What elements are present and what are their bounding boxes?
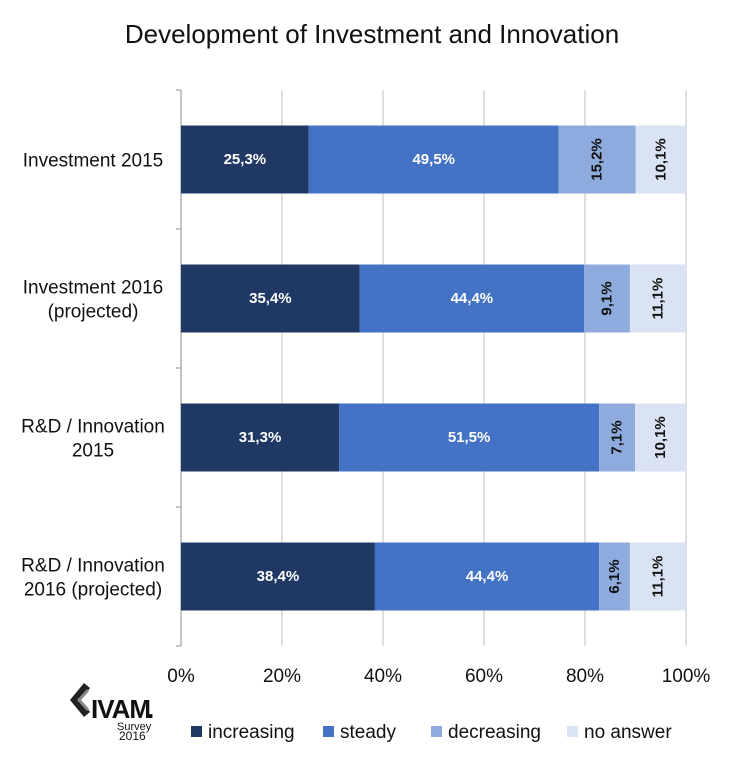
bar-segment-increasing xyxy=(181,403,340,472)
value-label: 51,5% xyxy=(448,429,491,446)
x-tick-label: 20% xyxy=(263,666,301,687)
bar-segment-decreasing xyxy=(583,264,630,333)
legend-swatch xyxy=(323,726,334,737)
bar-segment-no-answer xyxy=(629,542,686,611)
category-label: (projected) xyxy=(48,302,139,323)
category-label: 2015 xyxy=(72,441,114,462)
category-label: Investment 2015 xyxy=(23,151,163,172)
value-label: 10,1% xyxy=(652,416,669,459)
legend-swatch xyxy=(567,726,578,737)
legend-label: steady xyxy=(340,722,396,743)
value-label: 35,4% xyxy=(249,290,292,307)
logo-suffix: . xyxy=(147,694,154,724)
value-label: 10,1% xyxy=(652,138,669,181)
bar-segment-no-answer xyxy=(629,264,686,333)
bar-segment-decreasing xyxy=(599,542,630,611)
bar-segment-increasing xyxy=(181,264,360,333)
bar-segment-steady xyxy=(339,403,600,472)
x-tick-label: 100% xyxy=(662,666,711,687)
bar-segment-decreasing xyxy=(599,403,635,472)
category-label: R&D / Innovation xyxy=(21,417,165,438)
bar-segment-steady xyxy=(374,542,600,611)
category-label: Investment 2016 xyxy=(23,278,163,299)
value-labels: 25,3% 49,5% 15,2% 10,1% 35,4% 44,4% 9,1% 11,1% 3… xyxy=(224,138,670,597)
ivam-logo: IVAM . Survey 2016 xyxy=(70,683,154,743)
bar-segment-no-answer xyxy=(635,125,686,194)
bar-segment-increasing xyxy=(181,542,375,611)
value-label: 11,1% xyxy=(649,556,666,598)
legend-swatch xyxy=(431,726,442,737)
bar-segment-steady xyxy=(308,125,559,194)
value-label: 9,1% xyxy=(598,281,615,315)
bar-segment-no-answer xyxy=(634,403,686,472)
legend-swatch xyxy=(191,726,202,737)
category-labels: Investment 2015 Investment 2016 (projected… xyxy=(21,151,165,601)
value-label: 7,1% xyxy=(609,420,626,454)
category-label: R&D / Innovation xyxy=(21,556,165,577)
bar-segment-steady xyxy=(359,264,584,333)
value-label: 44,4% xyxy=(451,290,494,307)
x-tick-label: 0% xyxy=(167,666,195,687)
bar-segment-increasing xyxy=(181,125,309,194)
legend-label: no answer xyxy=(584,722,672,743)
logo-name: IVAM xyxy=(91,694,150,724)
logo-diamond-mark-2 xyxy=(76,688,90,712)
axes xyxy=(176,89,182,647)
value-label: 6,1% xyxy=(606,559,623,593)
bars xyxy=(181,125,686,611)
x-tick-label: 80% xyxy=(566,666,604,687)
category-label: 2016 (projected) xyxy=(24,580,162,601)
x-tick-label: 40% xyxy=(364,666,402,687)
value-label: 49,5% xyxy=(412,151,455,168)
value-label: 38,4% xyxy=(257,568,300,585)
legend: increasing steady decreasing no answer xyxy=(191,722,672,743)
chart-title: Development of Investment and Innovation xyxy=(125,19,619,49)
bar-segment-decreasing xyxy=(558,125,636,194)
logo-year-text: 2016 xyxy=(119,729,146,743)
legend-label: decreasing xyxy=(448,722,541,743)
logo-survey-text: Survey xyxy=(117,721,152,733)
x-tick-label: 60% xyxy=(465,666,503,687)
value-label: 11,1% xyxy=(649,278,666,320)
value-label: 15,2% xyxy=(589,138,606,181)
legend-label: increasing xyxy=(208,722,295,743)
value-label: 44,4% xyxy=(466,568,509,585)
value-label: 25,3% xyxy=(224,151,267,168)
x-tick-labels: 0% 20% 40% 60% 80% 100% xyxy=(167,666,710,687)
value-label: 31,3% xyxy=(239,429,282,446)
